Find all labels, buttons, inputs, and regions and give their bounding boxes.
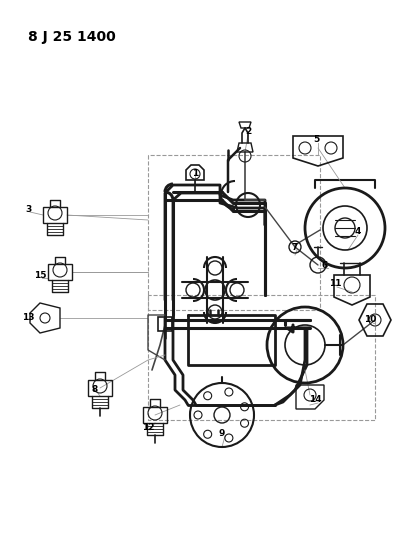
Text: 11: 11 <box>329 279 341 287</box>
Text: 3: 3 <box>25 206 31 214</box>
Text: 5: 5 <box>313 135 319 144</box>
Text: 12: 12 <box>142 423 154 432</box>
Text: 9: 9 <box>219 429 225 438</box>
Text: 8 J 25 1400: 8 J 25 1400 <box>28 30 116 44</box>
Text: 2: 2 <box>245 127 251 136</box>
Text: 8: 8 <box>92 385 98 394</box>
Text: 13: 13 <box>22 313 34 322</box>
Text: 10: 10 <box>364 316 376 325</box>
Text: 14: 14 <box>309 395 321 405</box>
Text: 1: 1 <box>192 168 198 177</box>
Text: 15: 15 <box>34 271 46 279</box>
Text: 7: 7 <box>292 243 298 252</box>
Text: 6: 6 <box>322 261 328 270</box>
Text: 4: 4 <box>355 228 361 237</box>
